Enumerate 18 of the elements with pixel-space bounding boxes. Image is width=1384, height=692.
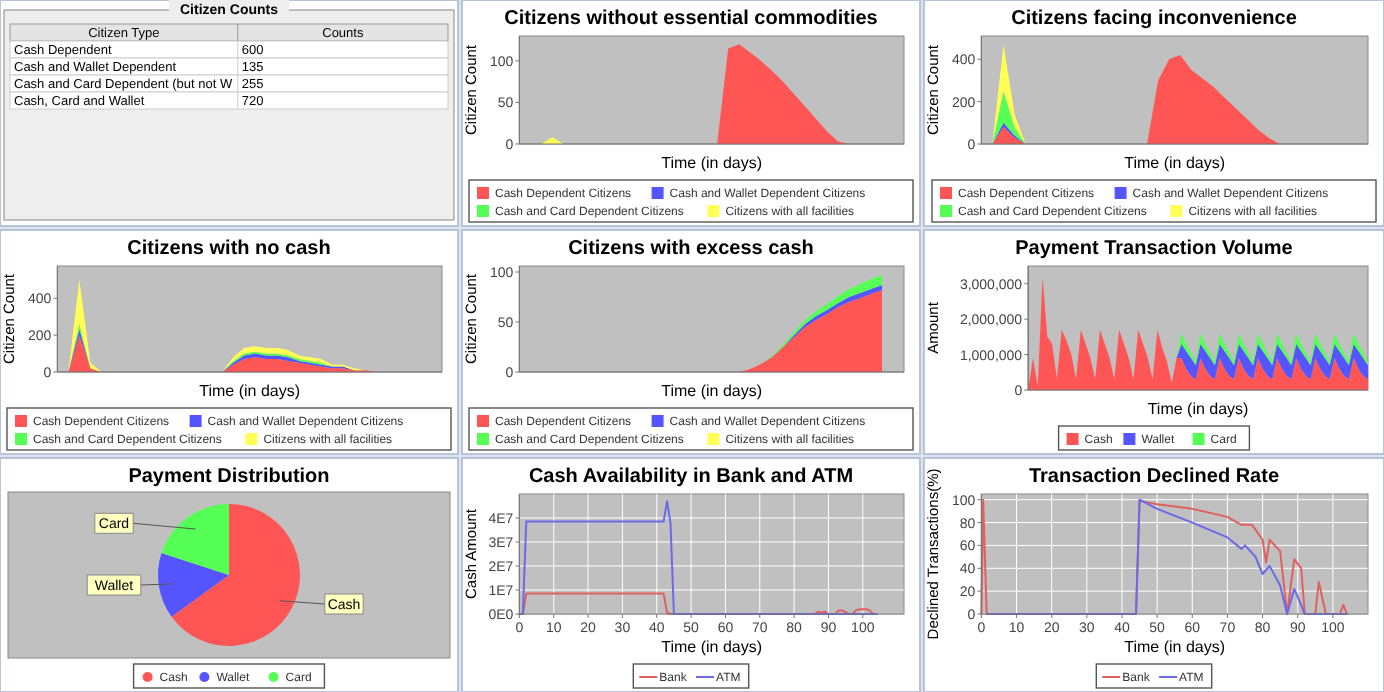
x-axis-title: Time (in days) [199, 382, 301, 400]
pie-slice [158, 553, 229, 617]
chart-title: Transaction Declined Rate [1028, 466, 1280, 488]
chart-title: Payment Distribution [128, 466, 330, 488]
chart-title: Citizens facing inconvenience [1011, 8, 1298, 30]
x-axis-title: Time (in days) [661, 382, 763, 400]
pie-slice [161, 504, 229, 575]
chart-title: Payment Transaction Volume [1015, 238, 1294, 260]
chart-title: Cash Availability in Bank and ATM [528, 466, 854, 488]
x-axis-title: Time (in days) [1147, 400, 1250, 418]
x-axis-title: Time (in days) [661, 154, 763, 172]
x-axis-title: Time (in days) [661, 638, 763, 656]
chart-title: Citizens with no cash [127, 238, 331, 260]
x-axis-title: Time (in days) [1124, 154, 1226, 172]
x-axis-title: Time (in days) [1124, 638, 1226, 656]
chart-title: Citizens with excess cash [568, 238, 814, 260]
pie-slice [171, 504, 300, 646]
chart-title: Citizens without essential commodities [504, 8, 879, 30]
